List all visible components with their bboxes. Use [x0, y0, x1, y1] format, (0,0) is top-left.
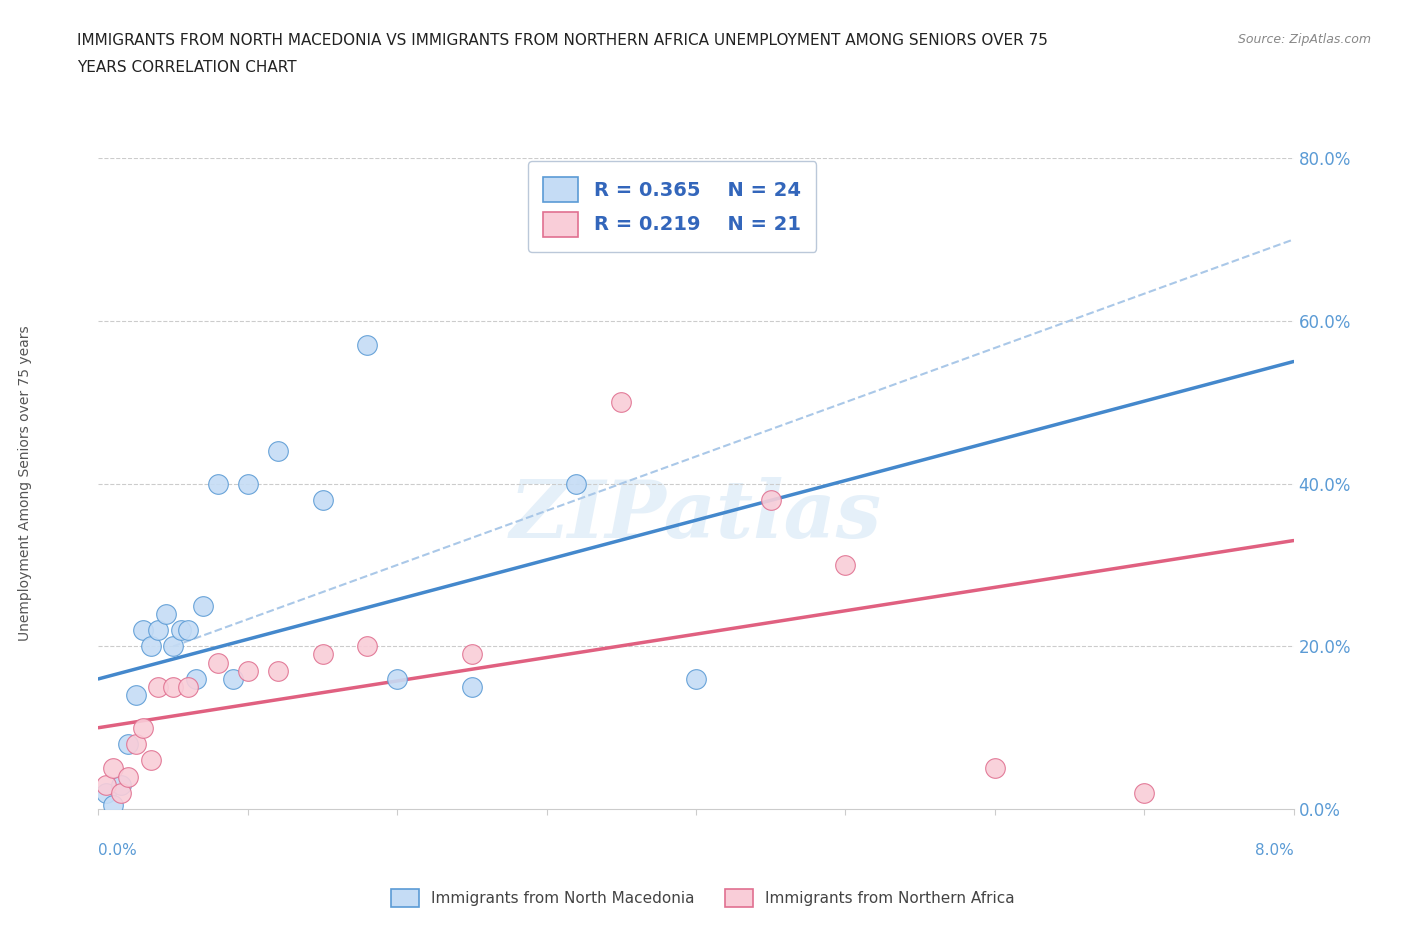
Point: [311, 493, 333, 508]
Point: [103, 761, 125, 776]
Point: [267, 663, 290, 678]
Point: [983, 761, 1005, 776]
Point: [110, 785, 132, 800]
Point: [461, 680, 484, 695]
Point: [139, 639, 162, 654]
Legend: Immigrants from North Macedonia, Immigrants from Northern Africa: Immigrants from North Macedonia, Immigra…: [385, 884, 1021, 913]
Point: [132, 623, 155, 638]
Point: [236, 663, 259, 678]
Point: [236, 476, 259, 491]
Point: [184, 671, 207, 686]
Text: Source: ZipAtlas.com: Source: ZipAtlas.com: [1237, 33, 1371, 46]
Text: IMMIGRANTS FROM NORTH MACEDONIA VS IMMIGRANTS FROM NORTHERN AFRICA UNEMPLOYMENT : IMMIGRANTS FROM NORTH MACEDONIA VS IMMIG…: [77, 33, 1049, 47]
Point: [356, 639, 378, 654]
Point: [148, 680, 170, 695]
Point: [565, 476, 588, 491]
Point: [207, 655, 229, 670]
Text: YEARS CORRELATION CHART: YEARS CORRELATION CHART: [77, 60, 297, 75]
Point: [125, 688, 148, 703]
Text: 0.0%: 0.0%: [98, 844, 138, 858]
Text: ZIPatlas: ZIPatlas: [510, 477, 882, 555]
Point: [94, 785, 117, 800]
Point: [125, 737, 148, 751]
Point: [385, 671, 409, 686]
Point: [155, 606, 177, 621]
Point: [117, 769, 139, 784]
Point: [222, 671, 245, 686]
Point: [177, 680, 200, 695]
Point: [759, 493, 782, 508]
Point: [1133, 785, 1156, 800]
Point: [162, 639, 184, 654]
Point: [191, 598, 214, 613]
Text: 8.0%: 8.0%: [1254, 844, 1294, 858]
Point: [356, 338, 378, 352]
Point: [162, 680, 184, 695]
Point: [267, 444, 290, 458]
Point: [207, 476, 229, 491]
Point: [177, 623, 200, 638]
Point: [94, 777, 117, 792]
Point: [117, 737, 139, 751]
Point: [311, 647, 333, 662]
Point: [148, 623, 170, 638]
Point: [169, 623, 191, 638]
Legend: R = 0.365    N = 24, R = 0.219    N = 21: R = 0.365 N = 24, R = 0.219 N = 21: [527, 161, 817, 252]
Point: [685, 671, 707, 686]
Point: [610, 394, 633, 409]
Text: Unemployment Among Seniors over 75 years: Unemployment Among Seniors over 75 years: [18, 326, 32, 642]
Point: [139, 753, 162, 768]
Point: [132, 720, 155, 735]
Point: [834, 558, 856, 573]
Point: [461, 647, 484, 662]
Point: [103, 798, 125, 813]
Point: [110, 777, 132, 792]
